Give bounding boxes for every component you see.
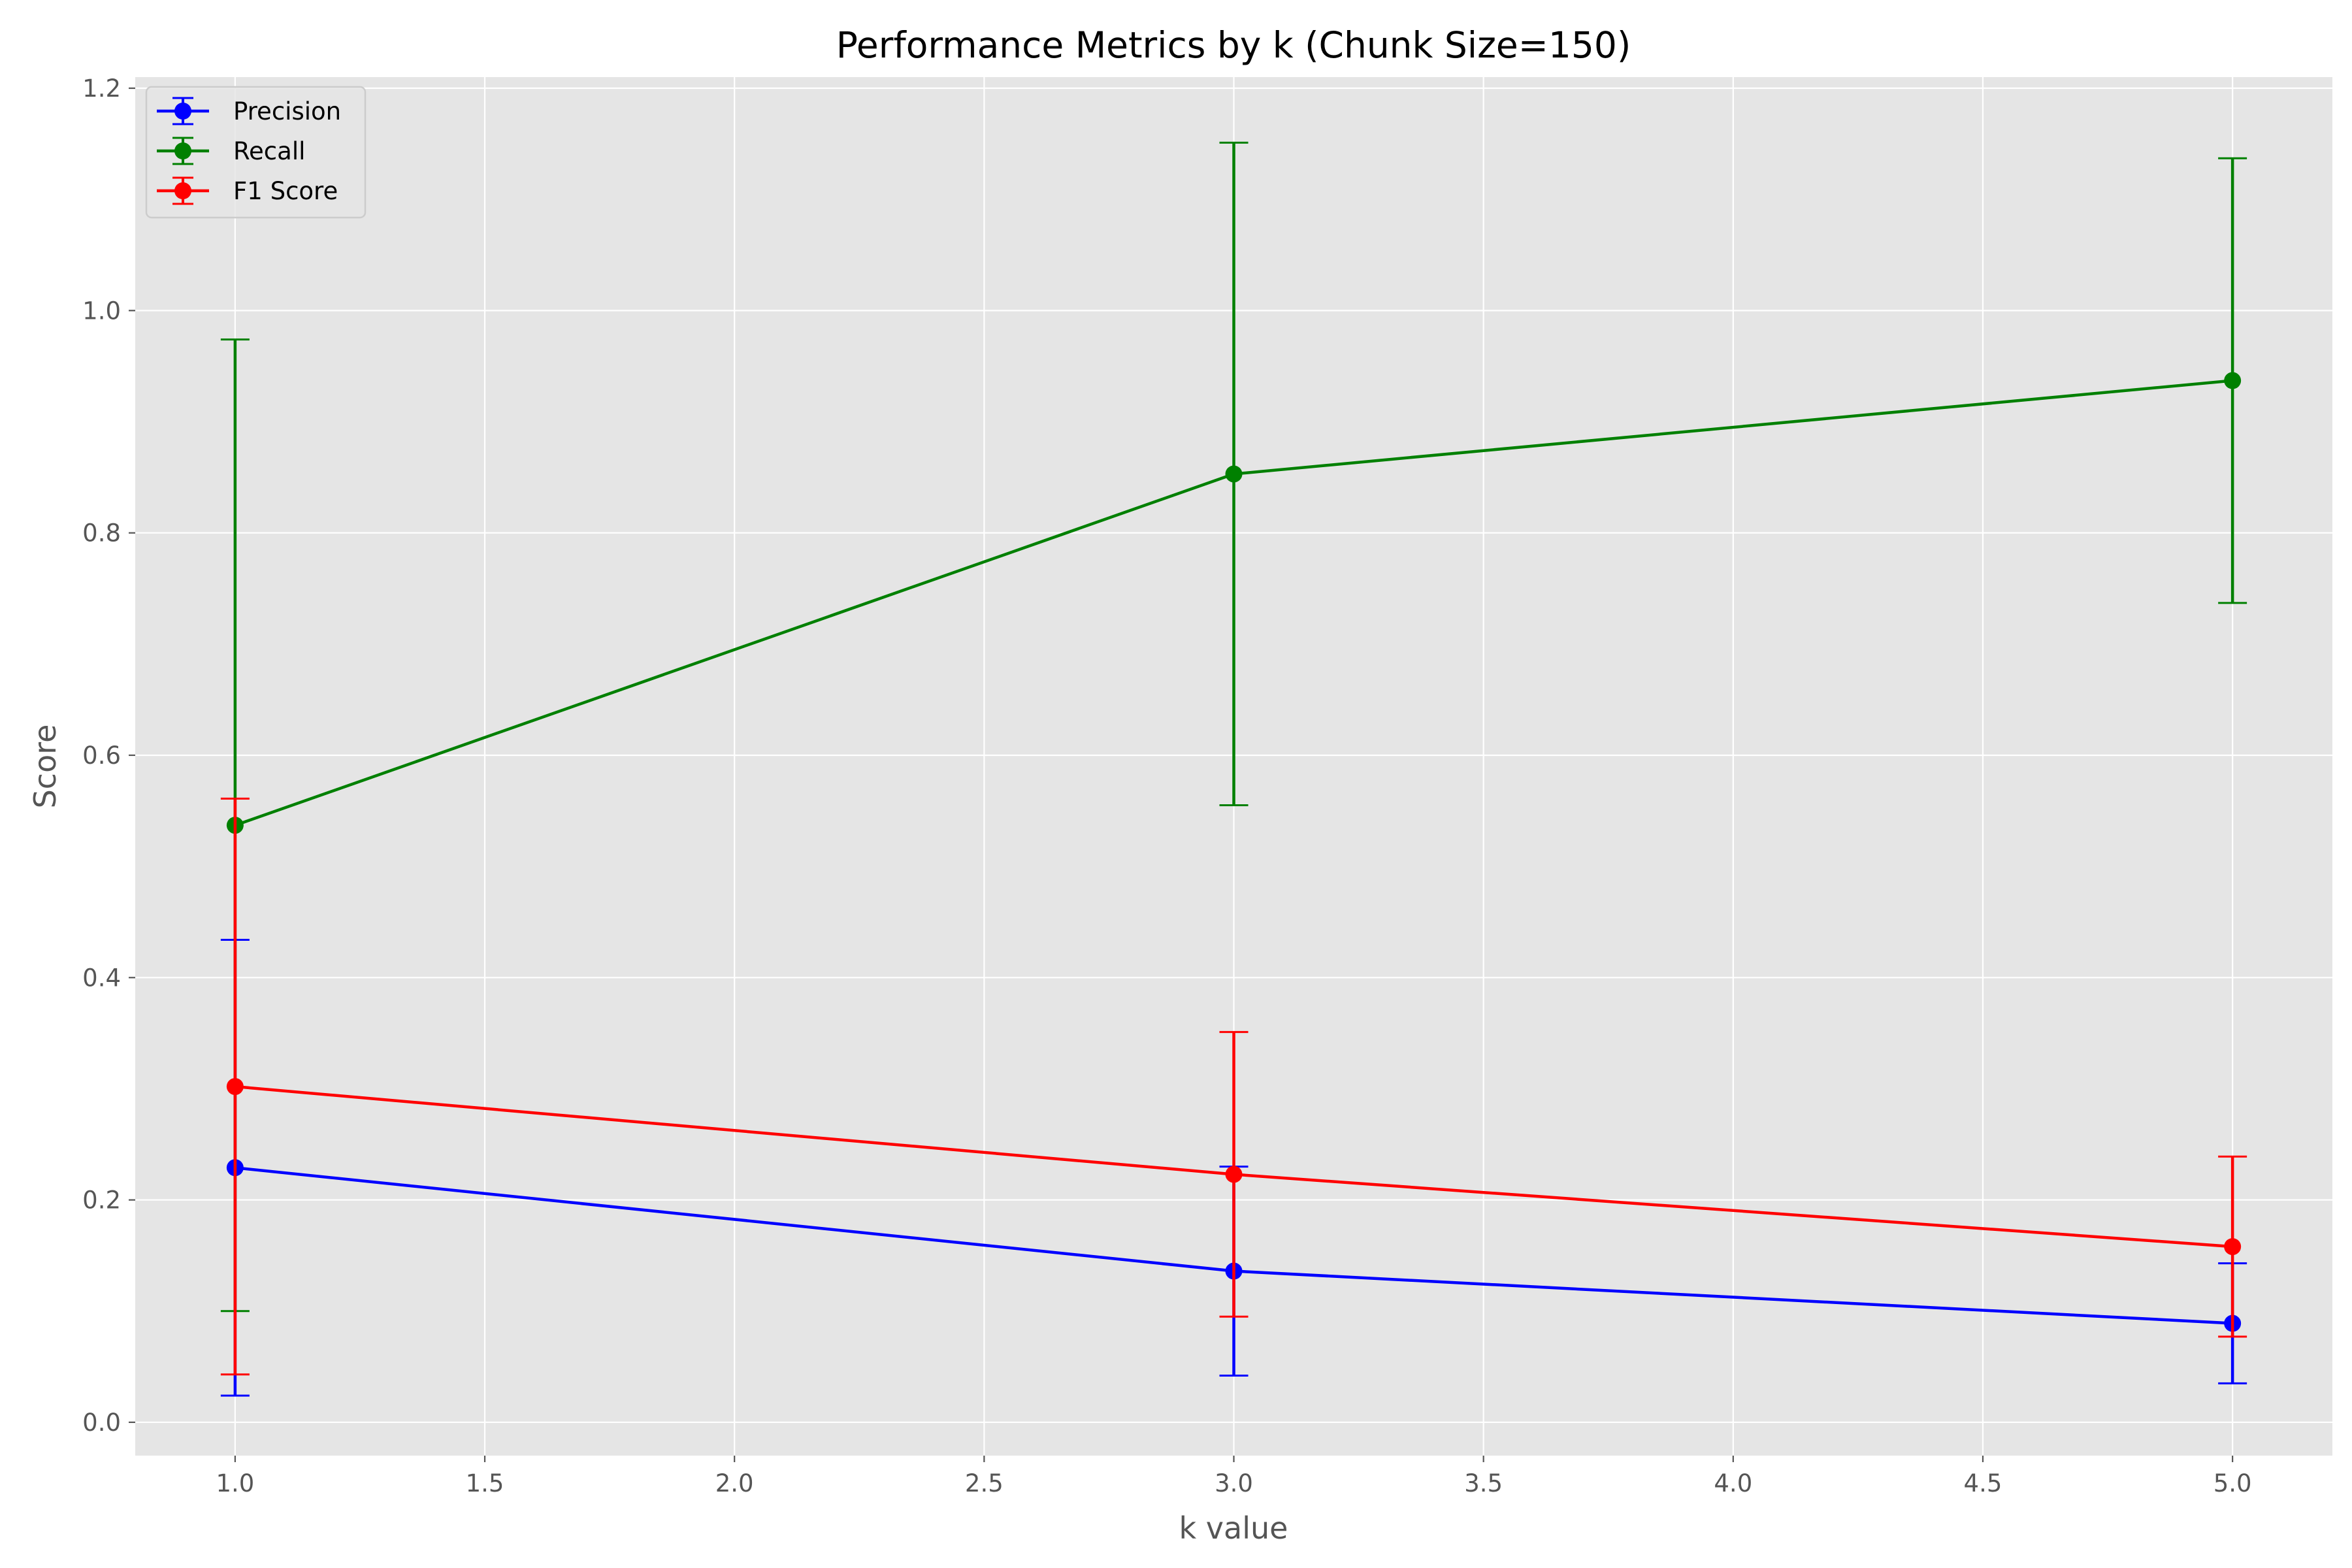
legend-item-precision: Precision: [157, 97, 341, 125]
x-tick-label: 3.0: [1215, 1469, 1253, 1497]
y-tick-label: 0.0: [82, 1409, 121, 1437]
x-tick-label: 1.0: [216, 1469, 254, 1497]
legend-item-recall: Recall: [157, 137, 305, 165]
data-point-recall: [2224, 372, 2242, 389]
x-tick-label: 2.0: [715, 1469, 754, 1497]
x-tick-label: 3.5: [1464, 1469, 1503, 1497]
y-tick-label: 0.8: [82, 519, 121, 547]
y-tick-label: 0.4: [82, 964, 121, 992]
legend-label: Precision: [233, 97, 341, 125]
x-axis-label: k value: [1179, 1511, 1288, 1546]
chart-title: Performance Metrics by k (Chunk Size=150…: [836, 24, 1631, 66]
data-point-recall: [1225, 465, 1243, 483]
legend-item-f1-score: F1 Score: [157, 176, 338, 205]
series-f1-score: [220, 797, 2247, 1376]
y-tick-label: 1.0: [82, 297, 121, 325]
legend: Precision Recall F1 Score: [145, 86, 367, 219]
legend-frame: [145, 86, 367, 219]
legend-label: Recall: [233, 137, 305, 165]
data-point-f1-score: [226, 1078, 244, 1096]
y-axis-label: Score: [27, 725, 63, 809]
x-tick-label: 4.5: [1964, 1469, 2002, 1497]
data-point-f1-score: [1225, 1166, 1243, 1183]
y-tick-label: 0.2: [82, 1186, 121, 1215]
data-point-f1-score: [2224, 1238, 2242, 1256]
x-tick-label: 1.5: [466, 1469, 504, 1497]
tick-labels: 1.0 1.5 2.0 2.5 3.0 3.5 4.0 4.5 5.0 0.0 0.2 0.4 0.6 0…: [82, 74, 2251, 1497]
x-tick-label: 4.0: [1714, 1469, 1752, 1497]
legend-label: F1 Score: [233, 177, 338, 205]
data-layer: [220, 141, 2247, 1397]
y-tick-label: 0.6: [82, 742, 121, 770]
y-tick-label: 1.2: [82, 74, 121, 103]
x-tick-label: 2.5: [965, 1469, 1004, 1497]
x-tick-label: 5.0: [2213, 1469, 2252, 1497]
